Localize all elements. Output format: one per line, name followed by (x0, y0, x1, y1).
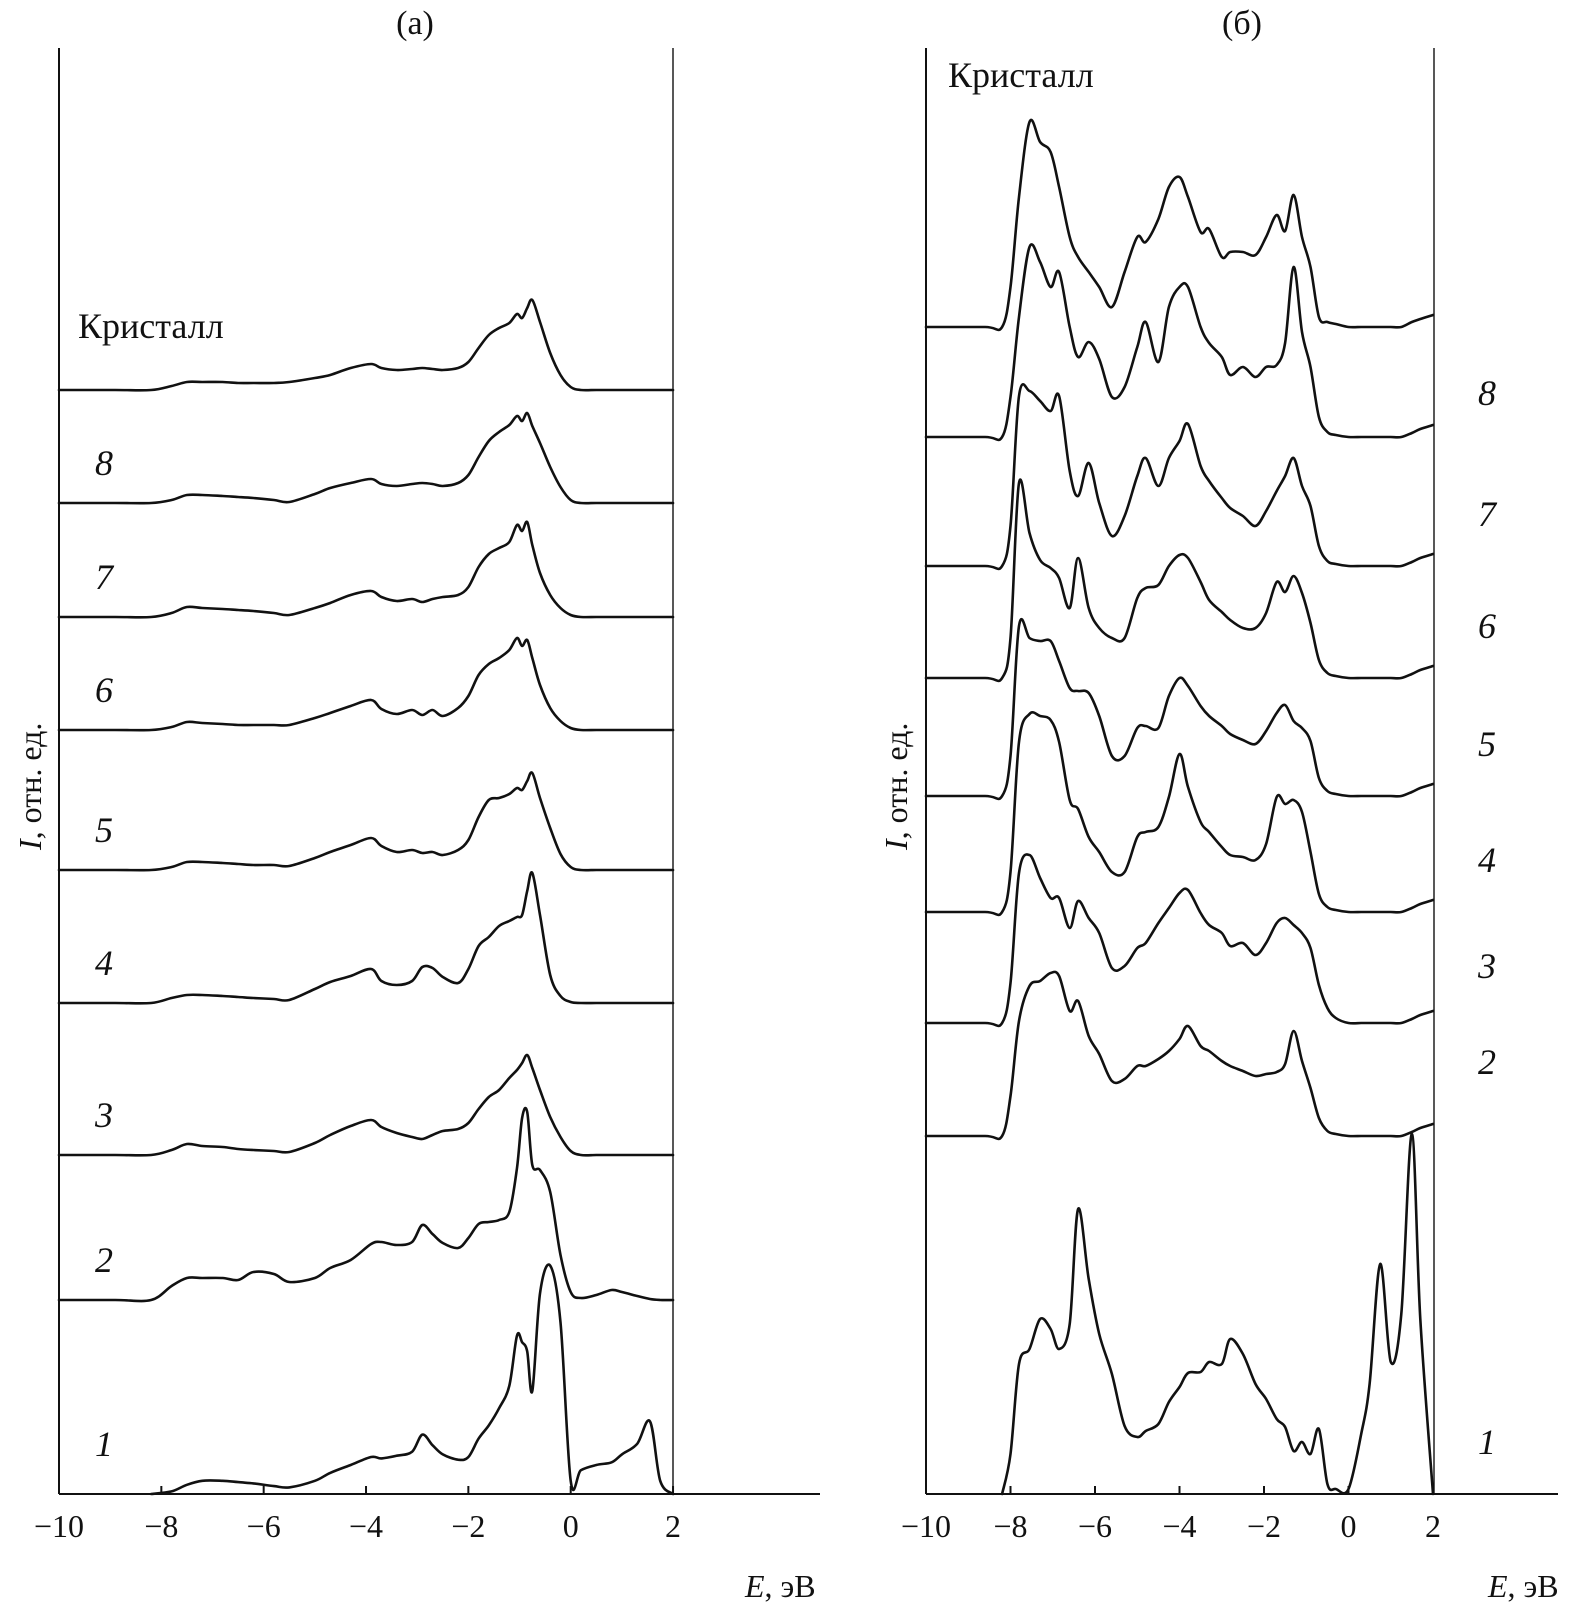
panel-b-x-axis-unit: , эВ (1508, 1568, 1559, 1604)
panel-b-curve-label: 2 (1478, 1042, 1496, 1082)
panel-a-tick-label: −4 (349, 1508, 383, 1544)
panel-a-curve-label: 6 (95, 670, 113, 710)
panel-a-x-axis-unit: , эВ (765, 1568, 816, 1604)
panel-a-curve-label: Кристалл (78, 306, 224, 346)
panel-a-tick-label: −10 (34, 1508, 84, 1544)
panel-b-curve-labels: Кристалл 8 7 6 5 4 3 2 1 (948, 55, 1498, 1462)
panel-b-curve-label: 3 (1477, 946, 1496, 986)
panel-a-tick-label: −8 (144, 1508, 178, 1544)
panel-b-curve-2 (924, 970, 1435, 1141)
panel-b-tick-label: −8 (993, 1508, 1027, 1544)
panel-b-curve-label: 7 (1478, 494, 1498, 534)
panel-a-curve-7 (57, 520, 675, 619)
panel-b-curve-label: 1 (1478, 1422, 1496, 1462)
panel-a-y-axis-unit: , отн. ед. (12, 723, 48, 840)
panel-a-curve-label: 1 (95, 1424, 113, 1464)
panel-b-curve-label: 4 (1478, 840, 1496, 880)
panel-b-curve-4 (924, 711, 1435, 917)
panel-a-curve-1 (149, 1263, 675, 1496)
panel-b-tick-label: 2 (1425, 1508, 1441, 1544)
panel-a: (а) −10 −8 −6 −4 −2 0 2 Кристалл 8 7 6 5 4 3 2 1 E, эВ… (12, 5, 820, 1604)
panel-a-y-axis-symbol: I (12, 838, 48, 851)
panel-a-curve-2 (57, 1106, 675, 1303)
panel-a-curves (57, 298, 675, 1496)
panel-b-curve-8 (924, 243, 1435, 442)
panel-a-curve-4 (57, 871, 675, 1005)
panel-a-curve-8 (57, 411, 675, 505)
panel-b-curve-3 (924, 853, 1435, 1028)
panel-a-curve-label: 2 (95, 1240, 113, 1280)
panel-a-curve-label: 4 (95, 943, 113, 983)
panel-a-curve-labels: Кристалл 8 7 6 5 4 3 2 1 (78, 306, 224, 1464)
panel-a-curve-crystal (57, 298, 675, 392)
panel-b-tick-label: −4 (1162, 1508, 1196, 1544)
panel-a-curve-label: 7 (95, 557, 115, 597)
panel-a-curve-3 (57, 1053, 675, 1157)
panel-b-x-axis-label: E, эВ (1487, 1568, 1559, 1604)
panel-b-tick-label: −10 (901, 1508, 951, 1544)
panel-a-tick-label: 2 (665, 1508, 681, 1544)
panel-a-x-axis-label: E, эВ (744, 1568, 816, 1604)
panel-a-ticks: −10 −8 −6 −4 −2 0 2 (34, 1486, 681, 1544)
panel-b-title: (б) (1222, 5, 1262, 42)
panel-b-curve-label: Кристалл (948, 55, 1094, 95)
panel-a-title: (а) (396, 5, 434, 42)
panel-a-tick-label: −2 (451, 1508, 485, 1544)
panel-b-tick-label: −2 (1247, 1508, 1281, 1544)
panel-b-ticks: −10 −8 −6 −4 −2 0 2 (901, 1486, 1441, 1544)
panel-a-tick-label: −6 (247, 1508, 281, 1544)
panel-a-curve-label: 5 (95, 810, 113, 850)
panel-b-tick-label: −6 (1078, 1508, 1112, 1544)
panel-a-curve-label: 3 (94, 1095, 113, 1135)
panel-a-tick-label: 0 (563, 1508, 579, 1544)
panel-b-y-axis-label: I, отн. ед. (878, 723, 914, 851)
panel-a-curve-5 (57, 771, 675, 872)
panel-a-y-axis-label: I, отн. ед. (12, 723, 48, 851)
panel-b-curve-6 (924, 478, 1435, 683)
panel-b-x-axis-symbol: E (1487, 1568, 1508, 1604)
panel-b-curve-label: 6 (1478, 606, 1496, 646)
panel-b-y-axis-symbol: I (878, 838, 914, 851)
panel-a-x-axis-symbol: E (744, 1568, 765, 1604)
panel-b-tick-label: 0 (1341, 1508, 1357, 1544)
panel-b: (б) −10 −8 −6 −4 −2 0 2 Кристалл 8 7 6 5 4 3 2 1 E, эВ… (878, 5, 1559, 1604)
panel-b-curve-label: 8 (1478, 373, 1496, 413)
panel-a-curve-label: 8 (95, 443, 113, 483)
panel-b-curve-7 (924, 383, 1435, 571)
panel-b-curve-label: 5 (1478, 724, 1496, 764)
panel-b-y-axis-unit: , отн. ед. (878, 723, 914, 840)
panel-b-curve-5 (924, 617, 1435, 801)
panel-a-curve-6 (57, 636, 675, 732)
panel-b-curve-crystal (924, 118, 1435, 332)
panel-b-curve-1 (1000, 1132, 1435, 1496)
panel-b-curves (924, 118, 1435, 1496)
